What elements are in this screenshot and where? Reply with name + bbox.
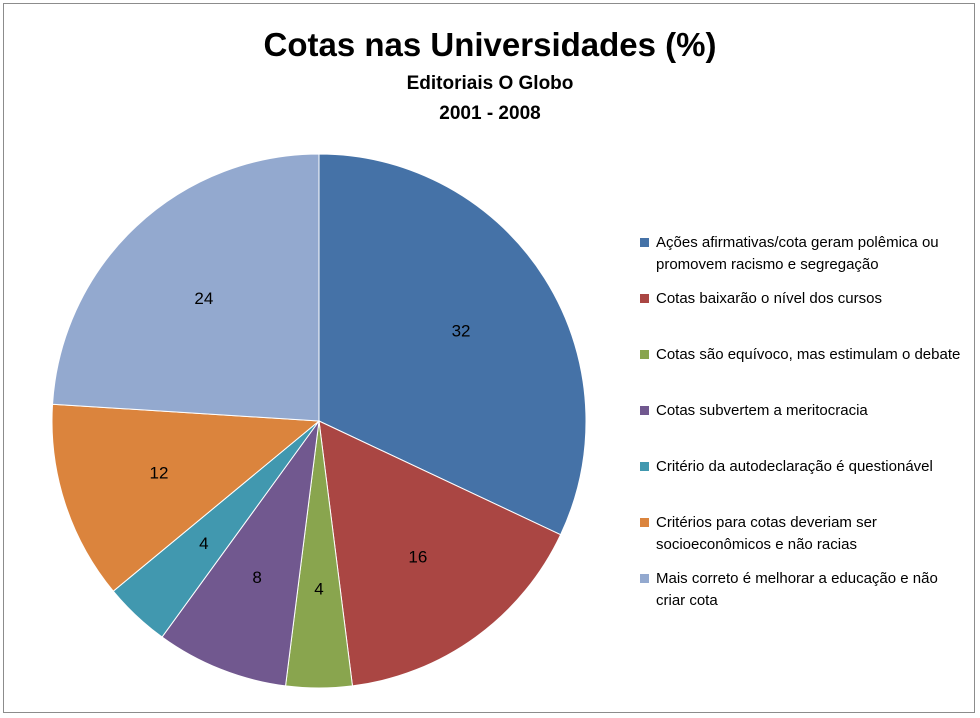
legend-swatch [640, 350, 649, 359]
data-label-cotas-subvertem-a-meritocracia: 8 [252, 568, 261, 587]
chart-subtitle-years: 2001 - 2008 [439, 103, 541, 124]
pie-slice-mais-correto-e-melhorar-a-educacao-e-nao [51, 153, 320, 422]
data-label-acoes-afirmativas-cota-geram-polemica-ou: 32 [452, 321, 471, 340]
data-label-criterio-da-autodeclaracao-e-questionave: 4 [199, 534, 208, 553]
legend-label: Mais correto é melhorar a educação e não… [656, 570, 938, 609]
legend-item: Ações afirmativas/cota geram polêmica ou… [640, 232, 970, 276]
legend-label: Ações afirmativas/cota geram polêmica ou… [656, 234, 939, 273]
legend-label: Critério da autodeclaração é questionáve… [656, 458, 933, 475]
chart-subtitle-source: Editoriais O Globo [406, 73, 574, 94]
legend-item: Mais correto é melhorar a educação e não… [640, 568, 970, 612]
legend-label: Cotas baixarão o nível dos cursos [656, 290, 882, 307]
legend-item: Cotas subvertem a meritocracia [640, 400, 970, 422]
legend-item: Critérios para cotas deveriam ser socioe… [640, 512, 970, 556]
legend-swatch [640, 462, 649, 471]
legend-swatch [640, 294, 649, 303]
data-label-criterios-para-cotas-deveriam-ser-socioe: 12 [150, 463, 169, 482]
legend-swatch [640, 238, 649, 247]
legend-label: Cotas são equívoco, mas estimulam o deba… [656, 346, 961, 363]
pie-slice-cotas-subvertem-a-meritocracia [161, 420, 320, 687]
data-label-cotas-baixarao-o-nivel-dos-cursos: 16 [408, 548, 427, 567]
legend-swatch [640, 406, 649, 415]
data-label-mais-correto-e-melhorar-a-educacao-e-nao: 24 [194, 289, 213, 308]
legend-item: Cotas são equívoco, mas estimulam o deba… [640, 344, 970, 366]
pie-slice-criterios-para-cotas-deveriam-ser-socioe [51, 403, 321, 592]
legend-item: Cotas baixarão o nível dos cursos [640, 288, 970, 310]
legend-item: Critério da autodeclaração é questionáve… [640, 456, 970, 478]
legend-swatch [640, 574, 649, 583]
pie-slice-acoes-afirmativas-cota-geram-polemica-ou [318, 153, 587, 536]
data-label-cotas-sao-equivoco-mas-estimulam-o-debat: 4 [314, 580, 323, 599]
legend-label: Critérios para cotas deveriam ser socioe… [656, 514, 877, 553]
chart-title: Cotas nas Universidades (%) [263, 26, 717, 63]
legend-label: Cotas subvertem a meritocracia [656, 402, 868, 419]
legend-swatch [640, 518, 649, 527]
pie-slice-cotas-baixarao-o-nivel-dos-cursos [318, 420, 562, 687]
